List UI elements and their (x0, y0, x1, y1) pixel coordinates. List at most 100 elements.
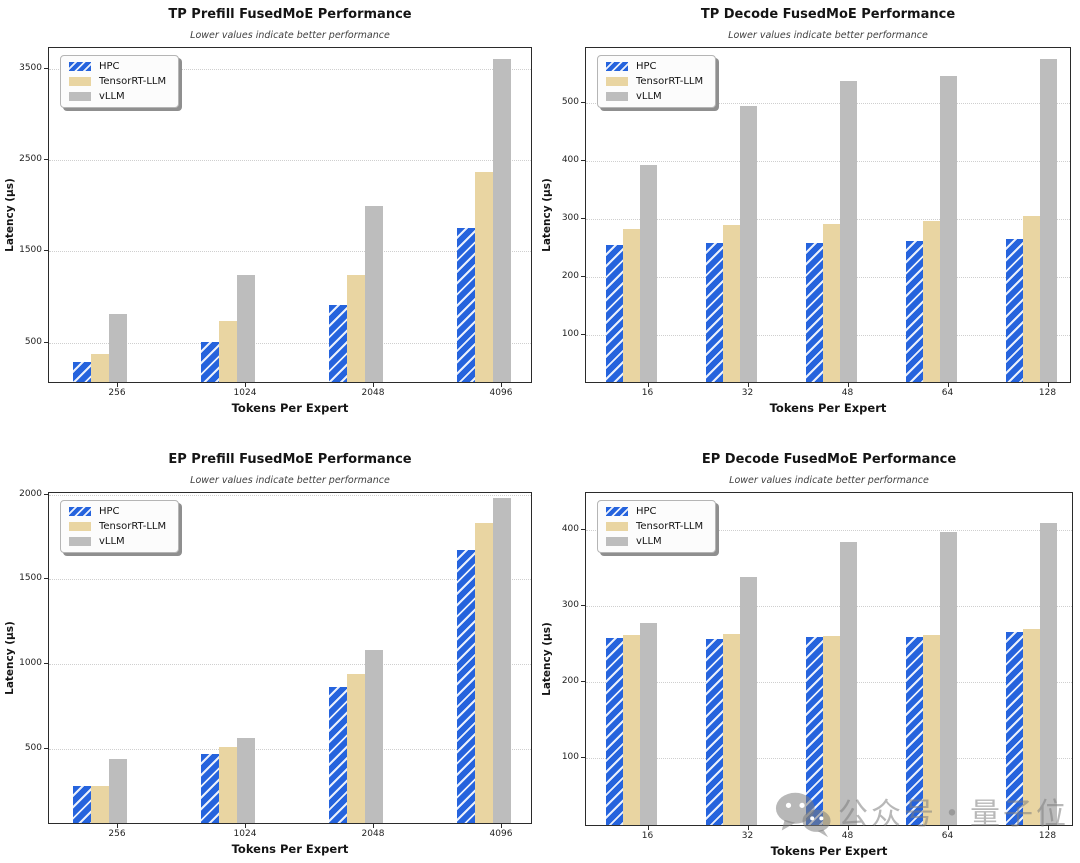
y-tick-label: 300 (561, 212, 579, 223)
legend-item-vllm: vLLM (69, 536, 166, 547)
legend-item-tensorrt-llm: TensorRT-LLM (606, 521, 703, 532)
y-tick-mark (581, 681, 585, 683)
chart-subtitle: Lower values indicate better performance (728, 30, 928, 41)
bar-hpc (706, 639, 723, 825)
bar-tensorrt-llm (219, 746, 237, 823)
bar-vllm (493, 498, 511, 823)
x-tick-mark (373, 824, 374, 828)
bar-tensorrt-llm (1023, 628, 1040, 825)
x-tick-label: 16 (641, 388, 654, 398)
chart-title: TP Prefill FusedMoE Performance (168, 7, 412, 22)
legend-item-tensorrt-llm: TensorRT-LLM (69, 76, 166, 87)
bar-tensorrt-llm (623, 229, 640, 382)
y-tick-label: 2000 (19, 488, 42, 499)
bar-group (329, 491, 383, 823)
y-tick-mark (44, 747, 48, 749)
bar-vllm (1040, 522, 1057, 825)
x-tick-mark (117, 383, 118, 387)
x-tick-mark (245, 383, 246, 387)
legend-item-hpc: HPC (606, 61, 703, 72)
bar-group (706, 491, 757, 825)
bar-tensorrt-llm (723, 633, 740, 825)
x-tick-label: 48 (841, 388, 854, 398)
x-tick-mark (747, 383, 749, 387)
legend-item-tensorrt-llm: TensorRT-LLM (606, 76, 703, 87)
gridline (586, 160, 1070, 162)
y-tick-label: 200 (561, 676, 579, 687)
bar-group (906, 46, 957, 382)
gridline (586, 218, 1070, 220)
gridline (49, 579, 531, 581)
bar-hpc (606, 245, 623, 382)
y-tick-mark (581, 604, 585, 606)
x-axis-label: Tokens Per Expert (231, 842, 349, 856)
x-tick-mark (245, 824, 246, 828)
bar-hpc (457, 227, 475, 382)
gridline (49, 342, 531, 344)
chart-title: EP Prefill FusedMoE Performance (168, 452, 412, 467)
y-tick-label: 300 (561, 599, 579, 610)
bar-hpc (329, 686, 347, 823)
y-tick-mark (581, 757, 585, 759)
gridline (49, 68, 531, 70)
x-tick-label: 32 (741, 831, 754, 841)
legend-label: TensorRT-LLM (636, 76, 704, 87)
y-tick-label: 500 (24, 336, 42, 347)
bar-group (906, 491, 957, 825)
legend-label: vLLM (636, 91, 662, 102)
legend-item-hpc: HPC (606, 506, 703, 517)
y-tick-mark (581, 102, 585, 104)
x-tick-mark (373, 383, 374, 387)
y-tick-mark (44, 341, 48, 343)
x-tick-mark (1047, 383, 1049, 387)
bar-group (1006, 46, 1057, 382)
legend-swatch-hpc (606, 507, 628, 516)
legend-item-hpc: HPC (69, 61, 166, 72)
legend-item-hpc: HPC (69, 506, 166, 517)
chart-subtitle: Lower values indicate better performance (190, 475, 390, 486)
legend-swatch-tensorrt-llm (606, 522, 628, 531)
bar-hpc (1006, 238, 1023, 382)
bar-hpc (201, 754, 219, 823)
bar-hpc (329, 304, 347, 382)
legend: HPC TensorRT-LLM vLLM (597, 55, 717, 108)
y-tick-mark (581, 217, 585, 219)
legend-swatch-hpc (606, 62, 628, 71)
legend-label: HPC (99, 506, 120, 517)
y-tick-mark (44, 67, 48, 69)
legend-swatch-vllm (69, 537, 91, 546)
x-tick-mark (747, 826, 749, 830)
x-tick-mark (947, 826, 949, 830)
bar-vllm (237, 275, 255, 382)
plot-area: HPC TensorRT-LLM vLLM (585, 492, 1073, 826)
bar-tensorrt-llm (475, 522, 493, 823)
x-tick-label: 48 (841, 831, 854, 841)
bar-hpc (73, 361, 91, 382)
gridline (586, 605, 1072, 607)
legend-label: HPC (636, 61, 657, 72)
legend-label: vLLM (636, 536, 662, 547)
y-tick-label: 100 (561, 752, 579, 763)
bar-tensorrt-llm (91, 353, 109, 382)
bar-group (329, 46, 383, 382)
x-tick-label: 1024 (233, 829, 257, 839)
legend-item-vllm: vLLM (69, 91, 166, 102)
legend-label: HPC (99, 61, 120, 72)
y-tick-label: 1500 (19, 245, 42, 256)
bar-hpc (906, 636, 923, 825)
bar-group (73, 491, 127, 823)
bar-vllm (940, 531, 957, 825)
legend-swatch-vllm (606, 92, 628, 101)
x-tick-label: 2048 (361, 829, 385, 839)
legend: HPC TensorRT-LLM vLLM (60, 55, 180, 108)
legend-swatch-vllm (606, 537, 628, 546)
bar-vllm (640, 623, 657, 825)
x-tick-label: 64 (941, 831, 954, 841)
bar-hpc (606, 637, 623, 825)
x-tick-label: 128 (1038, 388, 1057, 398)
x-tick-label: 64 (941, 388, 954, 398)
y-tick-mark (44, 663, 48, 665)
bar-vllm (740, 577, 757, 825)
x-tick-mark (117, 824, 118, 828)
bar-group (606, 46, 657, 382)
